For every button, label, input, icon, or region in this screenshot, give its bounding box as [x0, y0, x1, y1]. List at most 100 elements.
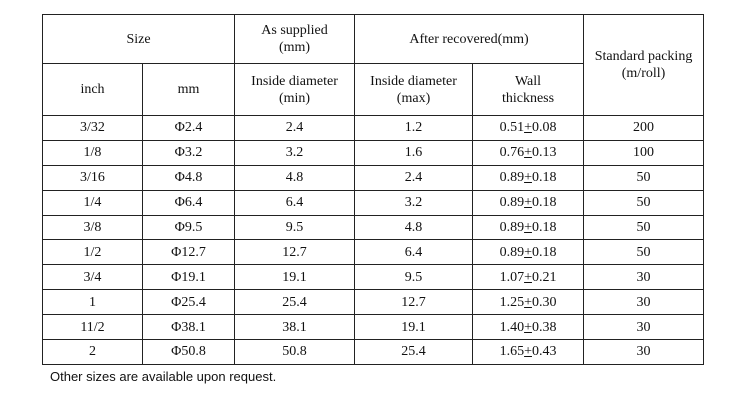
cell-supplied-min: 38.1: [234, 314, 356, 341]
plus-minus-sign: +: [524, 145, 532, 161]
header-mm: mm: [141, 63, 236, 116]
cell-wall-thickness: 1.25+0.30: [472, 289, 585, 316]
cell-wall-thickness: 1.65+0.43: [472, 339, 585, 365]
cell-packing: 50: [583, 214, 705, 241]
table-row: 3/8 Φ9.5 9.5 4.8 0.89+0.18 50: [42, 214, 705, 241]
wall-tolerance: 0.38: [531, 319, 557, 335]
cell-supplied-min: 2.4: [234, 115, 356, 141]
cell-mm: Φ9.5: [141, 214, 236, 241]
header-as-supplied: As supplied (mm): [234, 14, 356, 64]
cell-wall-thickness: 0.89+0.18: [472, 164, 585, 191]
cell-supplied-min: 3.2: [234, 139, 356, 166]
cell-recovered-max: 6.4: [354, 239, 474, 266]
plus-minus-sign: +: [524, 170, 532, 186]
table-row: 2 Φ50.8 50.8 25.4 1.65+0.43 30: [42, 339, 705, 365]
cell-packing: 50: [583, 189, 705, 216]
table-row: 1/8 Φ3.2 3.2 1.6 0.76+0.13 100: [42, 139, 705, 166]
cell-recovered-max: 1.2: [354, 115, 474, 141]
plus-minus-sign: +: [524, 220, 532, 235]
wall-tolerance: 0.18: [531, 220, 557, 235]
cell-mm: Φ4.8: [141, 164, 236, 191]
wall-base: 0.76: [499, 145, 525, 161]
wall-base: 1.65: [499, 344, 525, 360]
cell-packing: 200: [583, 115, 705, 141]
cell-mm: Φ50.8: [141, 339, 236, 365]
cell-recovered-max: 25.4: [354, 339, 474, 365]
cell-inch: 1/4: [42, 189, 143, 216]
cell-supplied-min: 12.7: [234, 239, 356, 266]
cell-recovered-max: 1.6: [354, 139, 474, 166]
cell-inch: 1/2: [42, 239, 143, 266]
plus-minus-sign: +: [524, 195, 532, 211]
table-row: 1/2 Φ12.7 12.7 6.4 0.89+0.18 50: [42, 239, 705, 266]
plus-minus-sign: +: [524, 120, 532, 136]
cell-wall-thickness: 0.89+0.18: [472, 214, 585, 241]
cell-inch: 1: [42, 289, 143, 316]
cell-supplied-min: 19.1: [234, 264, 356, 291]
cell-mm: Φ19.1: [141, 264, 236, 291]
wall-base: 0.89: [499, 170, 525, 186]
header-size: Size: [41, 14, 236, 64]
cell-mm: Φ6.4: [141, 189, 236, 216]
cell-wall-thickness: 1.40+0.38: [472, 314, 585, 341]
plus-minus-sign: +: [524, 344, 532, 360]
table-row: 1/4 Φ6.4 6.4 3.2 0.89+0.18 50: [42, 189, 705, 216]
cell-supplied-min: 6.4: [234, 189, 356, 216]
cell-inch: 11/2: [42, 314, 143, 341]
table-row: 1 Φ25.4 25.4 12.7 1.25+0.30 30: [42, 289, 705, 316]
table-row: 3/4 Φ19.1 19.1 9.5 1.07+0.21 30: [42, 264, 705, 291]
cell-recovered-max: 19.1: [354, 314, 474, 341]
cell-packing: 30: [583, 289, 705, 316]
cell-inch: 3/16: [42, 164, 143, 191]
table-row: 11/2 Φ38.1 38.1 19.1 1.40+0.38 30: [42, 314, 705, 341]
header-inside-diameter-max: Inside diameter (max): [354, 63, 474, 116]
cell-packing: 50: [583, 164, 705, 191]
header-wall-thickness: Wall thickness: [472, 63, 585, 116]
cell-mm: Φ2.4: [141, 115, 236, 141]
wall-tolerance: 0.13: [531, 145, 557, 161]
cell-packing: 30: [583, 314, 705, 341]
header-standard-packing: Standard packing (m/roll): [583, 14, 705, 116]
cell-recovered-max: 9.5: [354, 264, 474, 291]
table-row: 3/32 Φ2.4 2.4 1.2 0.51+0.08 200: [42, 115, 705, 141]
cell-wall-thickness: 0.76+0.13: [472, 139, 585, 166]
cell-recovered-max: 12.7: [354, 289, 474, 316]
wall-tolerance: 0.21: [531, 269, 557, 285]
wall-tolerance: 0.18: [531, 170, 557, 186]
cell-mm: Φ25.4: [141, 289, 236, 316]
table-row: 3/16 Φ4.8 4.8 2.4 0.89+0.18 50: [42, 164, 705, 191]
cell-supplied-min: 9.5: [234, 214, 356, 241]
header-after-recovered: After recovered(mm): [354, 14, 585, 64]
cell-supplied-min: 50.8: [234, 339, 356, 365]
cell-inch: 2: [42, 339, 143, 365]
cell-inch: 1/8: [42, 139, 143, 166]
wall-tolerance: 0.43: [531, 344, 557, 360]
plus-minus-sign: +: [524, 244, 532, 260]
plus-minus-sign: +: [524, 269, 532, 285]
cell-inch: 3/32: [42, 115, 143, 141]
cell-mm: Φ38.1: [141, 314, 236, 341]
wall-base: 0.89: [499, 195, 525, 211]
cell-supplied-min: 25.4: [234, 289, 356, 316]
cell-packing: 100: [583, 139, 705, 166]
cell-packing: 30: [583, 339, 705, 365]
wall-base: 0.89: [499, 244, 525, 260]
cell-inch: 3/8: [42, 214, 143, 241]
cell-recovered-max: 2.4: [354, 164, 474, 191]
cell-supplied-min: 4.8: [234, 164, 356, 191]
cell-mm: Φ3.2: [141, 139, 236, 166]
plus-minus-sign: +: [524, 294, 532, 310]
cell-wall-thickness: 1.07+0.21: [472, 264, 585, 291]
cell-recovered-max: 3.2: [354, 189, 474, 216]
table-body: 3/32 Φ2.4 2.4 1.2 0.51+0.08 200 1/8 Φ3.2 3.2 1.6 0…: [42, 115, 705, 365]
cell-packing: 30: [583, 264, 705, 291]
header-inch: inch: [42, 63, 143, 116]
cell-mm: Φ12.7: [141, 239, 236, 266]
cell-wall-thickness: 0.51+0.08: [472, 115, 585, 141]
cell-packing: 50: [583, 239, 705, 266]
cell-wall-thickness: 0.89+0.18: [472, 239, 585, 266]
header-inside-diameter-min: Inside diameter (min): [234, 63, 356, 116]
wall-base: 1.40: [499, 319, 525, 335]
wall-base: 1.25: [499, 294, 525, 310]
wall-base: 0.89: [499, 220, 525, 235]
